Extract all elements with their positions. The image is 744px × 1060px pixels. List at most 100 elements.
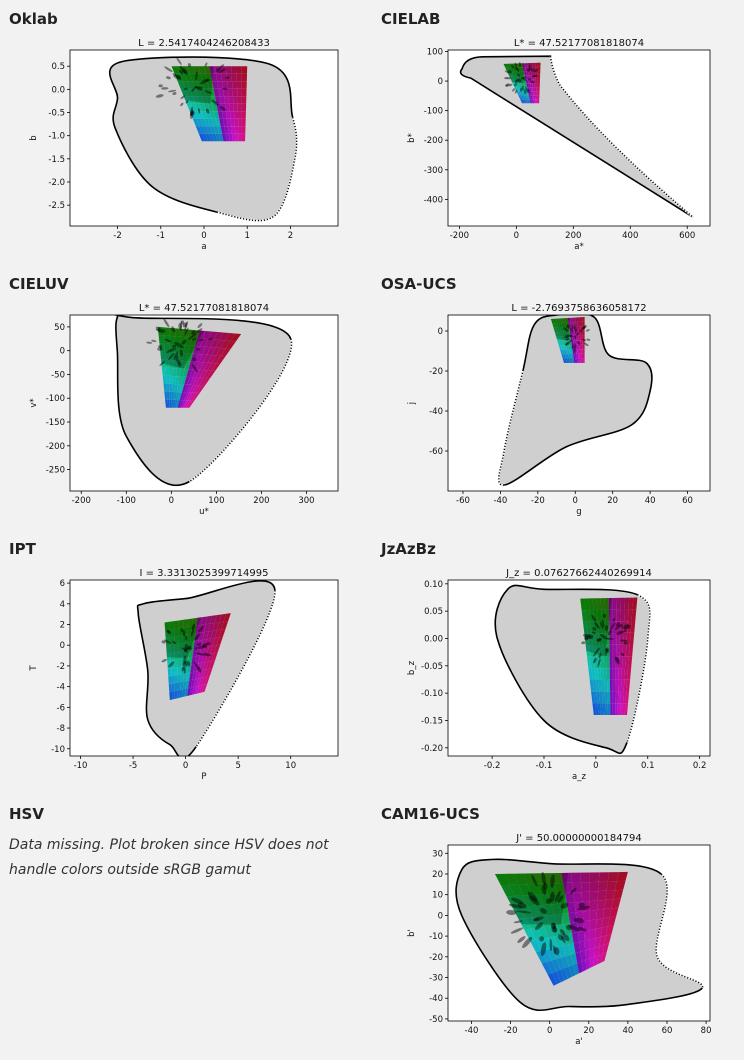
ellipse-mark — [565, 341, 570, 346]
ellipse-mark — [563, 327, 567, 331]
ellipse-mark — [525, 86, 529, 93]
ellipse-mark — [180, 320, 185, 325]
ellipse-mark — [206, 79, 210, 82]
x-tick-label: -40 — [465, 1026, 479, 1036]
ellipse-mark — [179, 349, 184, 357]
x-axis-label: a_z — [572, 772, 586, 782]
ellipse-mark — [184, 327, 189, 336]
x-axis-label: u* — [199, 507, 209, 517]
x-tick-label: -0.1 — [536, 761, 553, 771]
ellipse-mark — [172, 73, 177, 76]
ellipse-mark — [521, 85, 524, 91]
ellipse-mark — [180, 102, 184, 107]
ellipse-mark — [146, 341, 153, 344]
ellipse-mark — [578, 902, 585, 908]
plot-content — [136, 580, 276, 756]
ellipse-mark — [198, 626, 204, 633]
chart-title: J' = 50.00000000184794 — [515, 833, 641, 844]
x-tick-label: -20 — [531, 496, 545, 506]
ellipse-mark — [197, 666, 202, 673]
y-tick-label: 0.5 — [51, 62, 65, 72]
ellipse-mark — [511, 897, 524, 904]
x-tick-label: -2 — [113, 231, 121, 241]
y-tick-label: 0 — [438, 911, 443, 921]
panel-heading: OSA-UCS — [381, 275, 457, 293]
ellipse-mark — [517, 73, 521, 77]
ellipse-mark — [573, 917, 585, 924]
ellipse-mark — [602, 613, 607, 618]
ellipse-mark — [554, 946, 560, 956]
x-tick-label: 20 — [583, 1026, 594, 1036]
y-tick-label: -100 — [424, 107, 443, 117]
ellipse-mark — [196, 642, 202, 646]
x-tick-label: -10 — [74, 761, 88, 771]
ellipse-mark — [184, 321, 188, 332]
ellipse-mark — [621, 624, 630, 629]
srgb-gamut-patch — [503, 62, 541, 104]
ellipse-mark — [514, 89, 518, 94]
ellipse-mark — [574, 335, 577, 340]
ellipse-mark — [527, 78, 532, 81]
x-tick-label: 100 — [208, 496, 224, 506]
plot-frame — [447, 844, 711, 1022]
ellipse-mark — [549, 891, 555, 903]
x-tick-label: 0 — [514, 231, 519, 241]
ellipse-mark — [504, 77, 509, 80]
y-tick-label: 2 — [60, 621, 65, 631]
ellipse-mark — [534, 922, 544, 931]
ellipse-mark — [504, 70, 511, 74]
srgb-gamut-patch — [580, 597, 638, 716]
error-ellipses — [581, 613, 631, 668]
ellipse-mark — [173, 74, 182, 80]
jzazbz-plot: J_z = 0.07627662440269914-0.2 -0.1 0 0.1 0.2… — [407, 568, 711, 782]
ellipse-mark — [560, 902, 569, 909]
ellipse-mark — [564, 329, 569, 332]
ellipse-mark — [513, 83, 518, 87]
ellipse-mark — [203, 652, 211, 657]
ellipse-mark — [182, 661, 186, 667]
x-tick-label: -200 — [72, 496, 91, 506]
ellipse-mark — [606, 637, 614, 640]
ellipse-mark — [571, 344, 574, 349]
ellipse-mark — [540, 942, 547, 957]
y-tick-label: -20 — [429, 367, 443, 377]
ellipse-mark — [581, 641, 586, 645]
ellipse-mark — [174, 342, 184, 349]
panel-heading: CIELUV — [9, 275, 69, 293]
ellipse-mark — [180, 628, 184, 633]
ellipse-mark — [196, 328, 203, 334]
ellipse-mark — [191, 623, 196, 631]
ellipse-mark — [184, 661, 188, 667]
ellipse-mark — [171, 326, 176, 333]
ellipse-mark — [568, 339, 573, 343]
y-tick-label: 10 — [432, 891, 443, 901]
panel-cam16-ucs: CAM16-UCS J' = 50.00000000184794 -40 -20 0 2… — [372, 795, 744, 1060]
x-tick-label: 2 — [288, 231, 293, 241]
ellipse-mark — [588, 634, 594, 638]
y-tick-label: -1.5 — [48, 155, 65, 165]
ellipse-mark — [612, 617, 616, 622]
y-tick-label: -0.20 — [421, 744, 443, 754]
x-tick-label: 200 — [253, 496, 269, 506]
ellipse-mark — [577, 341, 581, 346]
ellipse-mark — [565, 338, 570, 341]
ellipse-mark — [574, 343, 577, 349]
ellipse-mark — [614, 656, 620, 665]
ellipse-mark — [178, 69, 184, 75]
ellipse-mark — [541, 885, 547, 895]
ellipse-mark — [191, 87, 196, 92]
y-tick-label: 6 — [60, 579, 65, 589]
y-tick-label: -100 — [46, 394, 65, 404]
x-tick-label: -1 — [157, 231, 165, 241]
ellipse-mark — [601, 619, 605, 628]
ellipse-mark — [527, 891, 538, 902]
y-tick-label: -10 — [429, 932, 443, 942]
x-tick-label: 400 — [622, 231, 638, 241]
ellipse-mark — [172, 344, 177, 348]
chart-title: L* = 47.52177081818074 — [514, 38, 644, 49]
ellipse-mark — [505, 84, 510, 87]
y-tick-label: -0.10 — [421, 689, 443, 699]
ellipse-mark — [577, 926, 587, 932]
y-tick-label: -200 — [46, 442, 65, 452]
ellipse-mark — [540, 908, 547, 914]
